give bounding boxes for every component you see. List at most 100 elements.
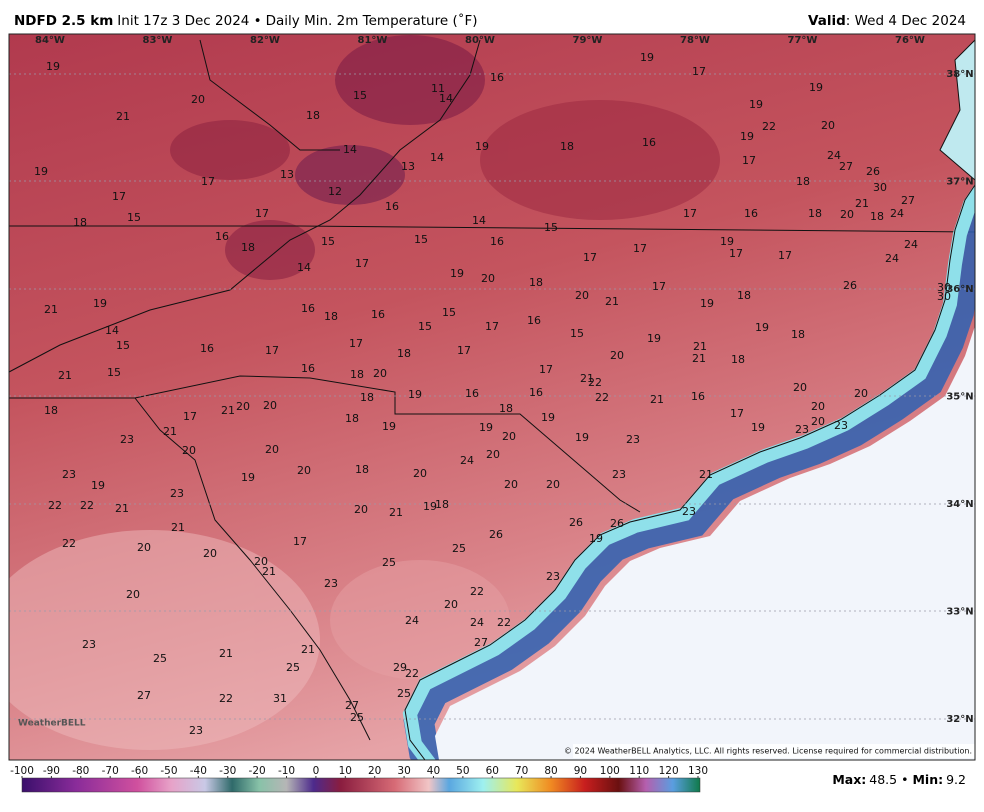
temperature: 18 — [499, 402, 513, 415]
temperature: 15 — [116, 339, 130, 352]
temperature: 18 — [241, 241, 255, 254]
temperature: 23 — [120, 433, 134, 446]
lon-label: 78°W — [680, 35, 710, 46]
sep: • — [901, 772, 908, 787]
temperature: 11 — [431, 82, 445, 95]
temperature: 20 — [811, 415, 825, 428]
header: NDFD 2.5 km Init 17z 3 Dec 2024 • Daily Mi… — [14, 12, 478, 29]
temperature: 14 — [343, 143, 357, 156]
temperature: 16 — [529, 386, 543, 399]
temperature: 15 — [570, 327, 584, 340]
temperature: 19 — [720, 235, 734, 248]
temperature: 16 — [490, 235, 504, 248]
temperature: 20 — [126, 588, 140, 601]
temperature: 27 — [345, 699, 359, 712]
temperature: 19 — [479, 421, 493, 434]
colorbar-tick-label: 10 — [339, 765, 352, 777]
colorbar-tick-label: 50 — [456, 765, 469, 777]
temperature: 18 — [731, 353, 745, 366]
temperature: 17 — [583, 251, 597, 264]
temperature: 22 — [219, 692, 233, 705]
temperature: 25 — [350, 711, 364, 724]
valid: Valid: Wed 4 Dec 2024 — [808, 13, 966, 29]
temperature: 17 — [457, 344, 471, 357]
temperature: 19 — [423, 500, 437, 513]
colorbar-tick-label: -50 — [160, 765, 177, 777]
temperature: 17 — [349, 337, 363, 350]
temperature: 20 — [354, 503, 368, 516]
temperature: 18 — [796, 175, 810, 188]
temperature: 25 — [452, 542, 466, 555]
temperature: 20 — [297, 464, 311, 477]
temperature: 18 — [44, 404, 58, 417]
nc-sc-border — [9, 375, 641, 513]
temperature: 19 — [408, 388, 422, 401]
temperature: 20 — [373, 367, 387, 380]
colorbar-tick-label: -10 — [278, 765, 295, 777]
temperature: 22 — [62, 537, 76, 550]
temperature: 25 — [153, 652, 167, 665]
lon-label: 76°W — [895, 35, 925, 46]
temperature: 30 — [873, 181, 887, 194]
cold-areas — [170, 35, 720, 280]
temperature: 24 — [405, 614, 419, 627]
temperature: 16 — [215, 230, 229, 243]
temperature: 25 — [397, 687, 411, 700]
temperature: 19 — [755, 321, 769, 334]
temperature: 17 — [633, 242, 647, 255]
temperature: 15 — [544, 221, 558, 234]
temperature: 17 — [683, 207, 697, 220]
temperature: 19 — [450, 267, 464, 280]
colorbar-tick-label: -90 — [43, 765, 60, 777]
temperature: 15 — [353, 89, 367, 102]
colorbar-tick-label: 40 — [427, 765, 440, 777]
wv-border — [199, 39, 340, 151]
temperature: 19 — [93, 297, 107, 310]
temperature: 17 — [293, 535, 307, 548]
map-frame — [8, 33, 976, 761]
temperature: 30 — [937, 281, 951, 294]
temperature: 26 — [610, 517, 624, 530]
temperature: 18 — [808, 207, 822, 220]
temperature: 20 — [254, 555, 268, 568]
temperature: 14 — [105, 324, 119, 337]
lon-label: 84°W — [35, 35, 65, 46]
temperature: 21 — [693, 340, 707, 353]
temperature: 23 — [626, 433, 640, 446]
colorbar-tick-label: 120 — [659, 765, 679, 777]
lat-label: 34°N — [946, 499, 973, 510]
bay — [939, 39, 975, 181]
temperature: 21 — [855, 197, 869, 210]
temperature: 27 — [474, 636, 488, 649]
temperature: 21 — [580, 372, 594, 385]
logo: WeatherBELL — [18, 719, 86, 729]
temperature: 21 — [262, 565, 276, 578]
temperature: 23 — [546, 570, 560, 583]
coastal-band — [402, 185, 975, 760]
temperature: 17 — [265, 344, 279, 357]
temperature: 20 — [137, 541, 151, 554]
temperature: 20 — [504, 478, 518, 491]
temperature: 18 — [324, 310, 338, 323]
temperature: 20 — [840, 208, 854, 221]
temperature: 23 — [834, 419, 848, 432]
temperature: 17 — [652, 280, 666, 293]
lat-label: 32°N — [946, 714, 973, 725]
warm-areas — [9, 530, 510, 750]
temperature: 19 — [740, 130, 754, 143]
lon-label: 79°W — [573, 35, 603, 46]
temperature: 24 — [885, 252, 899, 265]
temperature: 21 — [44, 303, 58, 316]
temperature: 20 — [203, 547, 217, 560]
temperature: 17 — [742, 154, 756, 167]
temperature: 20 — [821, 119, 835, 132]
temperature: 22 — [497, 616, 511, 629]
colorbar-tick-label: 60 — [486, 765, 499, 777]
temperature: 18 — [360, 391, 374, 404]
va-border — [9, 225, 975, 233]
colorbar-tick-label: 70 — [515, 765, 528, 777]
temperature: 16 — [691, 390, 705, 403]
temperature: 22 — [405, 667, 419, 680]
